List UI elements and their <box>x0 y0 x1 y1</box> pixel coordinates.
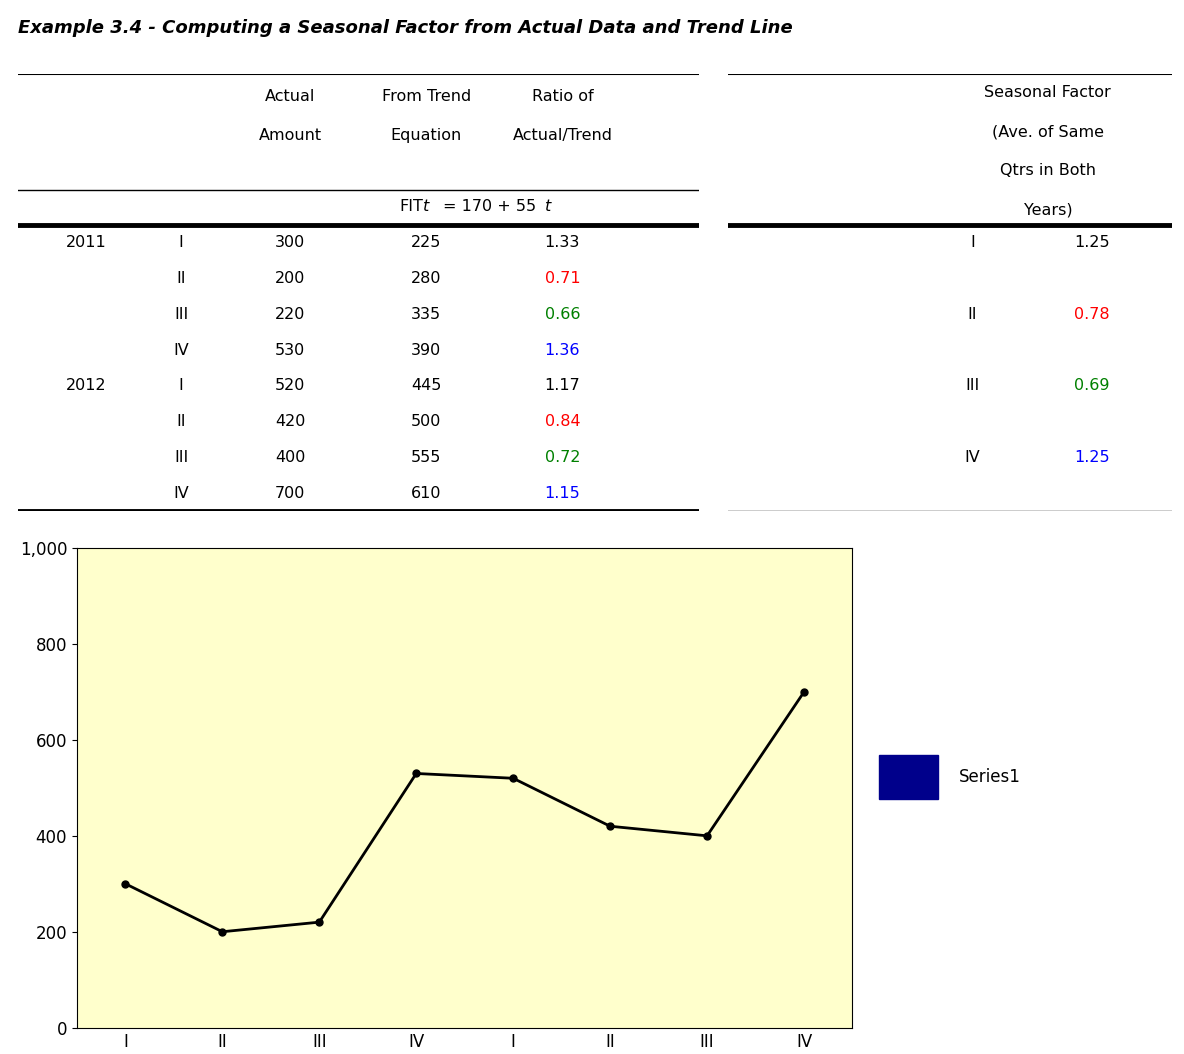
Text: Amount: Amount <box>258 129 322 143</box>
Text: 300: 300 <box>275 235 305 250</box>
Text: Qtrs in Both: Qtrs in Both <box>999 163 1096 178</box>
Text: 335: 335 <box>411 307 442 321</box>
Text: III: III <box>965 378 979 393</box>
Text: II: II <box>967 307 977 321</box>
Text: From Trend: From Trend <box>381 90 471 104</box>
Text: 555: 555 <box>411 450 442 465</box>
Text: 420: 420 <box>275 414 305 429</box>
Text: IV: IV <box>173 343 189 357</box>
Text: 1.17: 1.17 <box>545 378 580 393</box>
Text: I: I <box>970 235 974 250</box>
Text: 0.69: 0.69 <box>1075 378 1109 393</box>
Text: 610: 610 <box>411 486 442 501</box>
Text: 445: 445 <box>411 378 442 393</box>
Text: FIT: FIT <box>399 199 423 214</box>
Text: 0.72: 0.72 <box>545 450 580 465</box>
Bar <box>879 755 938 799</box>
Text: t: t <box>423 199 429 214</box>
Text: III: III <box>174 450 188 465</box>
Text: 280: 280 <box>411 271 442 286</box>
Text: II: II <box>176 414 186 429</box>
Text: 0.66: 0.66 <box>545 307 580 321</box>
Text: 390: 390 <box>411 343 442 357</box>
Text: Years): Years) <box>1023 202 1073 218</box>
Text: Seasonal Factor: Seasonal Factor <box>984 84 1112 100</box>
Text: 530: 530 <box>275 343 305 357</box>
Text: t: t <box>546 199 552 214</box>
Text: 2011: 2011 <box>65 235 107 250</box>
Text: 200: 200 <box>275 271 305 286</box>
Text: 1.25: 1.25 <box>1074 450 1111 465</box>
Text: (Ave. of Same: (Ave. of Same <box>992 124 1103 139</box>
Text: Actual/Trend: Actual/Trend <box>513 129 612 143</box>
Text: II: II <box>176 271 186 286</box>
Text: 0.84: 0.84 <box>545 414 580 429</box>
Text: IV: IV <box>965 450 980 465</box>
Text: 220: 220 <box>275 307 305 321</box>
Text: 0.78: 0.78 <box>1074 307 1111 321</box>
Text: 700: 700 <box>275 486 305 501</box>
Text: IV: IV <box>173 486 189 501</box>
Text: 400: 400 <box>275 450 305 465</box>
Text: 225: 225 <box>411 235 442 250</box>
Text: 1.33: 1.33 <box>545 235 580 250</box>
Text: 2012: 2012 <box>65 378 107 393</box>
Text: 520: 520 <box>275 378 305 393</box>
Text: Actual: Actual <box>265 90 315 104</box>
Text: = 170 + 55: = 170 + 55 <box>443 199 536 214</box>
Text: III: III <box>174 307 188 321</box>
Text: 1.36: 1.36 <box>545 343 580 357</box>
Text: Equation: Equation <box>391 129 462 143</box>
Text: Example 3.4 - Computing a Seasonal Factor from Actual Data and Trend Line: Example 3.4 - Computing a Seasonal Facto… <box>18 19 792 37</box>
Text: 1.15: 1.15 <box>545 486 580 501</box>
Text: I: I <box>179 378 184 393</box>
Text: 1.25: 1.25 <box>1074 235 1111 250</box>
Text: Ratio of: Ratio of <box>532 90 593 104</box>
Text: I: I <box>179 235 184 250</box>
Text: 0.71: 0.71 <box>545 271 580 286</box>
Text: Series1: Series1 <box>959 768 1021 786</box>
Text: 500: 500 <box>411 414 442 429</box>
